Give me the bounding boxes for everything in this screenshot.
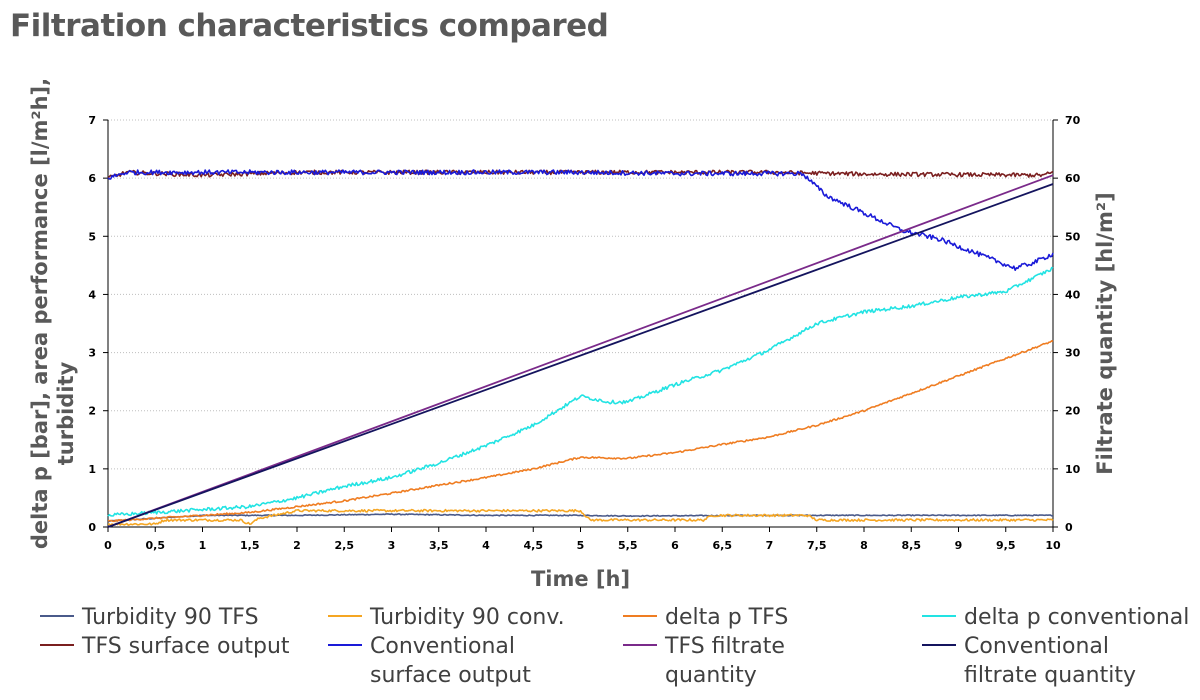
chart-plot: 0 0,5 1 1,5 2 2,5 3 3,5 4 4,5 5 5,5 6 6,5 7 7,5 8 8,5 9 9,5… [28,78,1117,591]
y-right-tick-label: 50 [1065,230,1081,243]
axis-labels: 0 0,5 1 1,5 2 2,5 3 3,5 4 4,5 5 5,5 6 6,5 7 7,5 8 8,5 9 9,5… [28,78,1117,591]
y-right-tick-label: 70 [1065,114,1081,127]
legend: Turbidity 90 TFS Turbidity 90 conv. delt… [0,600,1200,700]
x-tick-label: 3 [388,539,396,552]
legend-item-conv-surface: Conventional surface output [328,632,558,690]
x-tick-label: 9,5 [996,539,1016,552]
x-tick-label: 1,5 [240,539,260,552]
y-left-tick-label: 5 [88,230,96,243]
legend-item-delta-p-tfs: delta p TFS [623,603,788,632]
y-left-tick-label: 7 [88,114,96,127]
series-line-conventional-surface-output [107,169,1054,271]
x-tick-label: 0,5 [146,539,166,552]
x-tick-label: 8 [860,539,868,552]
legend-item-conv-filtrate: Conventional filtrate quantity [922,632,1162,690]
x-tick-label: 2,5 [335,539,355,552]
legend-swatch [623,644,657,646]
legend-swatch [40,615,74,617]
x-tick-label: 4,5 [524,539,544,552]
x-tick-label: 4 [482,539,490,552]
legend-item-turbidity-tfs: Turbidity 90 TFS [40,603,259,632]
x-tick-label: 9 [955,539,963,552]
legend-swatch [40,644,74,646]
legend-item-turbidity-conv: Turbidity 90 conv. [328,603,565,632]
x-tick-label: 10 [1045,539,1061,552]
legend-swatch [922,644,956,646]
legend-label: Turbidity 90 TFS [82,605,259,630]
axes [103,119,1058,532]
x-tick-label: 1 [199,539,207,552]
y-left-tick-label: 2 [88,405,96,418]
y-left-tick-label: 1 [88,463,96,476]
legend-swatch [922,615,956,617]
y-right-tick-label: 10 [1065,463,1081,476]
legend-label: TFS surface output [82,634,290,659]
series-line-turbidity-90-tfs [107,513,1053,523]
x-tick-label: 6,5 [713,539,733,552]
y-left-tick-label: 3 [88,347,96,360]
x-tick-label: 6 [671,539,679,552]
legend-label: delta p TFS [665,605,789,630]
y-right-tick-label: 60 [1065,172,1081,185]
x-tick-label: 7,5 [807,539,827,552]
chart-title: Filtration characteristics compared [10,8,609,44]
legend-label: Conventional filtrate quantity [964,634,1136,688]
x-tick-label: 3,5 [429,539,449,552]
legend-label: delta p conventional [964,605,1190,630]
legend-swatch [623,615,657,617]
legend-label: Turbidity 90 conv. [370,605,565,630]
series-line-tfs-filtrate-quantity [107,174,1054,528]
y-left-tick-label: 6 [88,172,96,185]
x-tick-label: 8,5 [902,539,922,552]
legend-item-tfs-filtrate: TFS filtrate quantity [623,632,823,690]
y-right-tick-label: 0 [1065,521,1073,534]
series-line-delta-p-conventional [107,266,1054,517]
series-line-conventional-filtrate-quantity [107,183,1054,528]
y-right-tick-label: 40 [1065,288,1081,301]
x-tick-label: 0 [104,539,112,552]
y-right-tick-label: 20 [1065,405,1081,418]
legend-swatch [328,644,362,646]
x-axis-title: Time [h] [531,567,630,591]
series-line-tfs-surface-output [107,169,1054,179]
legend-label: TFS filtrate quantity [665,634,785,688]
y-axis-title-left: delta p [bar], area performance [l/m²h], [28,78,52,549]
legend-item-tfs-surface: TFS surface output [40,632,290,661]
x-tick-label: 5 [577,539,585,552]
legend-item-delta-p-conv: delta p conventional [922,603,1189,632]
x-tick-label: 2 [293,539,301,552]
y-right-tick-label: 30 [1065,347,1081,360]
legend-swatch [328,615,362,617]
y-axis-title-right: Filtrate quantity [hl/m²] [1093,192,1117,474]
y-left-tick-label: 4 [88,288,96,301]
y-left-tick-label: 0 [88,521,96,534]
series-line-turbidity-90-conv- [107,508,1054,526]
x-tick-label: 5,5 [618,539,638,552]
legend-label: Conventional surface output [370,634,531,688]
x-tick-label: 7 [766,539,774,552]
series-line-delta-p-tfs [108,340,1054,523]
series-layer [107,169,1054,528]
y-axis-title-left-line2: turbidity [54,361,78,465]
